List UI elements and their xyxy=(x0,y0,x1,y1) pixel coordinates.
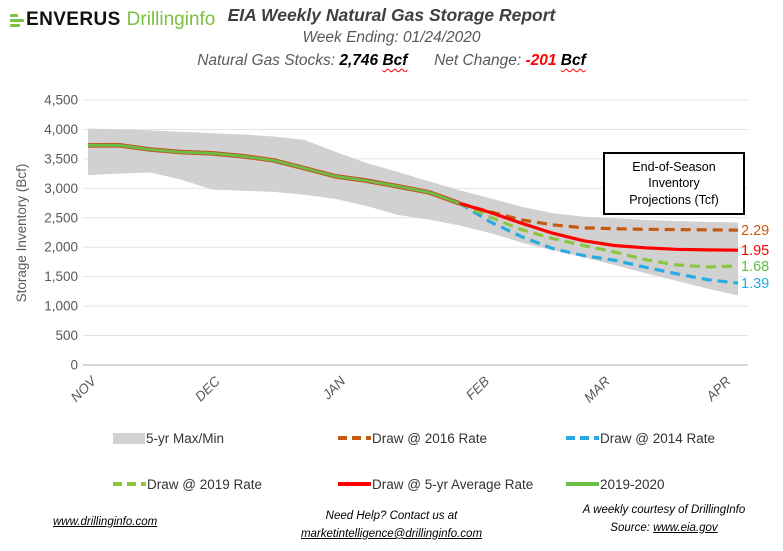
legend-label: 5-yr Max/Min xyxy=(146,430,225,446)
svg-text:4,000: 4,000 xyxy=(44,122,78,137)
courtesy-text: A weekly courtesy of DrillingInfo xyxy=(582,504,746,516)
projection-value-labels: 2.29 1.951.681.39 xyxy=(741,223,769,292)
dashed-line-swatch xyxy=(338,436,371,440)
drillinginfo-link[interactable]: www.drillinginfo.com xyxy=(53,516,158,528)
enverus-logo-icon xyxy=(10,13,24,27)
band-swatch xyxy=(113,432,145,444)
series-draw-2014-rate xyxy=(458,201,739,285)
legend-label: Draw @ 2019 Rate xyxy=(147,476,263,492)
svg-text:3,500: 3,500 xyxy=(44,151,78,166)
svg-text:2,000: 2,000 xyxy=(44,240,78,255)
logo-drillinginfo-text: Drillinginfo xyxy=(126,9,216,30)
series-2019-2020 xyxy=(87,143,460,205)
svg-text:MAR: MAR xyxy=(581,373,613,405)
source-label: Source: xyxy=(610,521,654,534)
svg-text:0: 0 xyxy=(70,358,78,373)
legend-item-draw-5yr-avg: Draw @ 5-yr Average Rate xyxy=(338,474,533,494)
net-change-unit: Bcf xyxy=(560,52,586,69)
marketintelligence-email-link[interactable]: marketintelligence@drillinginfo.com xyxy=(300,527,483,540)
svg-text:2,500: 2,500 xyxy=(44,210,78,225)
page-title: EIA Weekly Natural Gas Storage Report xyxy=(227,5,556,25)
annotation-line: Projections (Tcf) xyxy=(629,192,719,207)
svg-text:3,000: 3,000 xyxy=(44,181,78,196)
net-change-label: Net Change: xyxy=(434,52,522,69)
svg-text:4,500: 4,500 xyxy=(44,93,78,108)
svg-text:DEC: DEC xyxy=(192,373,223,404)
legend-label: Draw @ 2016 Rate xyxy=(372,430,488,446)
y-axis-title: Storage Inventory (Bcf) xyxy=(14,164,29,303)
svg-text:1.68: 1.68 xyxy=(741,259,769,275)
five-yr-max-min-band xyxy=(88,128,738,296)
end-of-season-annotation-box: End-of-Season Inventory Projections (Tcf… xyxy=(603,152,745,215)
x-month-labels: NOV DEC JAN FEB MAR APR xyxy=(68,372,734,405)
svg-text:1,000: 1,000 xyxy=(44,299,78,314)
legend-row-1: 5-yr Max/Min Draw @ 2016 Rate Draw @ 201… xyxy=(0,428,783,448)
svg-text:APR: APR xyxy=(703,373,734,404)
stocks-unit: Bcf xyxy=(382,52,408,69)
legend-item-draw-2014: Draw @ 2014 Rate xyxy=(566,428,715,448)
week-ending-subtitle: Week Ending: 01/24/2020 xyxy=(302,29,481,46)
legend-label: Draw @ 5-yr Average Rate xyxy=(372,476,534,492)
svg-text:1,500: 1,500 xyxy=(44,269,78,284)
series-draw-5-yr-average-rate xyxy=(458,201,739,252)
storage-inventory-chart: 0 500 1,000 1,500 2,000 2,500 3,000 3,500 4,000 4… xyxy=(14,93,769,406)
legend-item-draw-2019: Draw @ 2019 Rate xyxy=(113,474,262,494)
legend-label: 2019-2020 xyxy=(600,476,665,492)
dashed-line-swatch xyxy=(566,436,599,440)
stocks-value: 2,746 xyxy=(339,52,379,69)
help-text: Need Help? Contact us at xyxy=(325,510,458,522)
net-change-value: -201 xyxy=(525,52,557,69)
svg-text:JAN: JAN xyxy=(319,373,349,403)
legend-item-5yr-max-min: 5-yr Max/Min xyxy=(113,428,224,448)
svg-text:NOV: NOV xyxy=(68,372,101,405)
svg-text:500: 500 xyxy=(55,328,78,343)
stocks-label: Natural Gas Stocks: xyxy=(197,52,336,69)
svg-text:2.29: 2.29 xyxy=(741,223,769,239)
stocks-summary-line: Natural Gas Stocks: 2,746 Bcf Net Change… xyxy=(0,52,783,70)
solid-line-swatch xyxy=(566,482,599,486)
series-draw-2019-rate xyxy=(458,201,739,269)
logo-enverus-text: ENVERUS xyxy=(26,9,121,30)
svg-text:FEB: FEB xyxy=(463,374,492,403)
legend-item-2019-2020: 2019-2020 xyxy=(566,474,665,494)
enverus-logo: ENVERUS Drillinginfo xyxy=(10,9,215,31)
annotation-line: End-of-Season xyxy=(632,160,716,174)
svg-text:1.39: 1.39 xyxy=(741,276,769,292)
series-draw-2016-rate xyxy=(458,201,739,232)
svg-text:1.95: 1.95 xyxy=(741,243,769,259)
legend-item-draw-2016: Draw @ 2016 Rate xyxy=(338,428,487,448)
annotation-line: Inventory xyxy=(648,176,700,191)
legend-row-2: Draw @ 2019 Rate Draw @ 5-yr Average Rat… xyxy=(0,474,783,494)
eia-gov-link[interactable]: www.eia.gov xyxy=(653,521,718,534)
legend-label: Draw @ 2014 Rate xyxy=(600,430,716,446)
y-tick-labels: 0 500 1,000 1,500 2,000 2,500 3,000 3,500 4,000 4… xyxy=(44,93,78,373)
dashed-line-swatch xyxy=(113,482,146,486)
solid-line-swatch xyxy=(338,482,371,486)
